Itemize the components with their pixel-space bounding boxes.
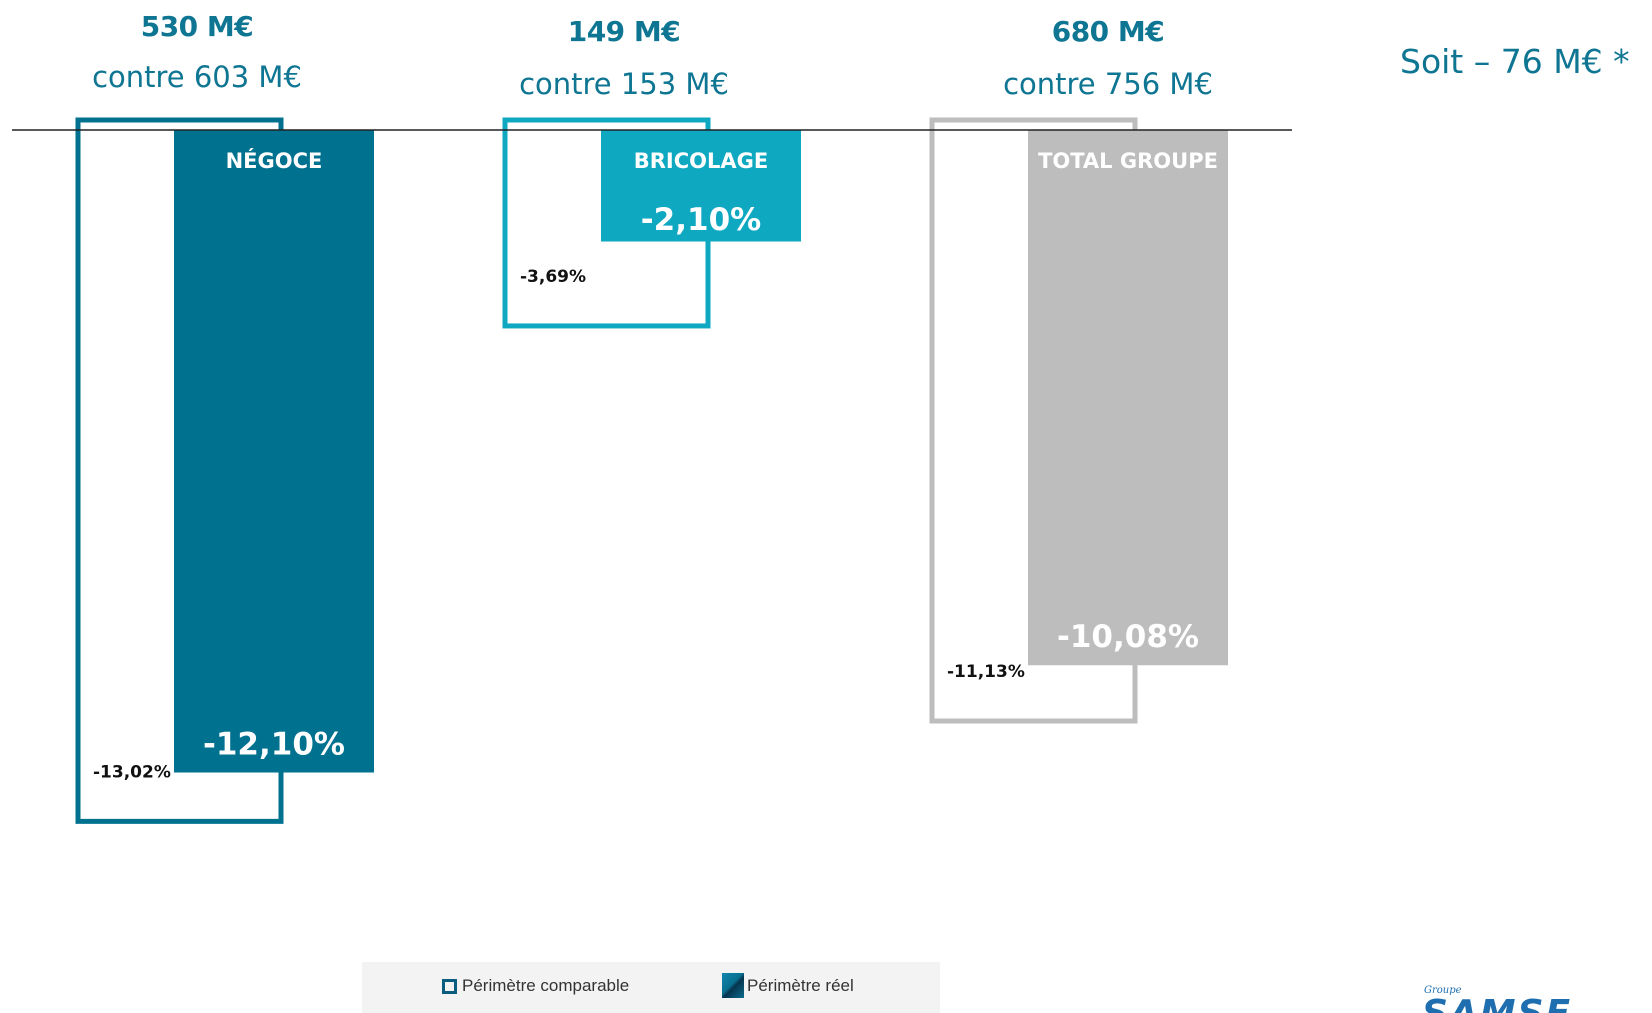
real-value-label-bricolage: -2,10% xyxy=(641,202,761,238)
summary-text: Soit – 76 M€ * xyxy=(1400,42,1630,81)
legend: Périmètre comparable Périmètre réel xyxy=(362,962,940,1013)
comparable-value-label-negoce: -13,02% xyxy=(93,762,171,782)
category-label-bricolage: BRICOLAGE xyxy=(634,149,768,173)
legend-swatch-fill xyxy=(722,973,744,998)
headline-value-total: 680 M€ xyxy=(1051,15,1165,48)
legend-item-comparable: Périmètre comparable xyxy=(442,976,629,996)
real-bar-bricolage xyxy=(601,130,801,242)
comparable-value-label-total: -11,13% xyxy=(947,662,1025,682)
real-bar-negoce xyxy=(174,130,374,773)
real-value-label-negoce: -12,10% xyxy=(203,727,345,763)
legend-label-real: Périmètre réel xyxy=(747,975,854,995)
logo-small-text: Groupe xyxy=(1424,985,1462,996)
real-value-label-total: -10,08% xyxy=(1057,619,1199,655)
logo-big-text: SAMSE xyxy=(1422,993,1572,1013)
comparable-value-label-bricolage: -3,69% xyxy=(520,267,586,287)
category-label-total: TOTAL GROUPE xyxy=(1038,149,1218,173)
headline-comparison-total: contre 756 M€ xyxy=(1003,67,1213,101)
real-bar-total xyxy=(1028,130,1228,666)
headline-value-negoce: 530 M€ xyxy=(140,10,254,43)
legend-swatch-outline xyxy=(442,978,457,994)
headline-value-bricolage: 149 M€ xyxy=(567,15,681,48)
legend-item-real: Périmètre réel xyxy=(722,973,854,998)
samse-logo: Groupe SAMSE xyxy=(1420,985,1652,1013)
headline-comparison-bricolage: contre 153 M€ xyxy=(519,67,729,101)
headline-comparison-negoce: contre 603 M€ xyxy=(92,60,302,94)
category-label-negoce: NÉGOCE xyxy=(226,148,323,173)
legend-label-comparable: Périmètre comparable xyxy=(462,976,630,995)
